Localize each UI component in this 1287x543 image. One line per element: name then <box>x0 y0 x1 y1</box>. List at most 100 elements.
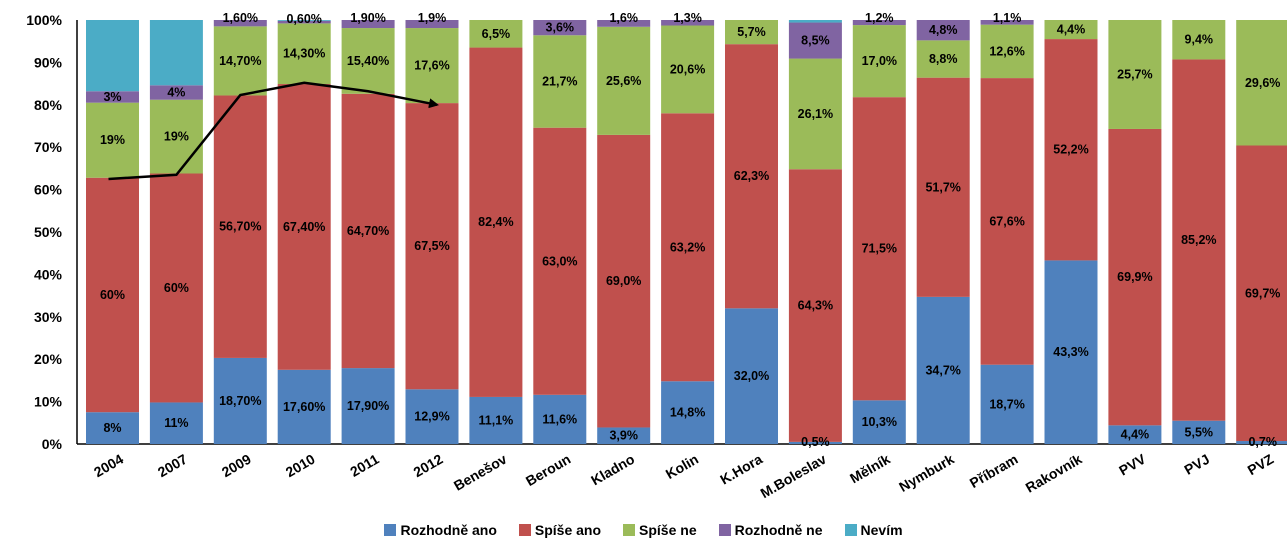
x-tick-label: K.Hora <box>717 451 765 488</box>
legend-item: Rozhodně ne <box>718 522 823 538</box>
bar-segment <box>725 308 778 444</box>
bar-segment <box>661 25 715 114</box>
segment-label: 0,60% <box>286 12 321 26</box>
x-tick-label: Benešov <box>451 451 510 494</box>
segment-label: 5,5% <box>1185 425 1214 439</box>
bar-segment <box>277 20 331 24</box>
x-tick-label: PVZ <box>1245 451 1277 479</box>
segment-label: 1,1% <box>993 11 1022 25</box>
y-tick-label: 30% <box>34 309 63 325</box>
bar-segment <box>1172 420 1226 444</box>
bar-segment <box>213 357 267 444</box>
bar-segment <box>725 44 778 309</box>
segment-label: 1,90% <box>350 11 385 25</box>
legend-item: Nevím <box>844 522 903 538</box>
legend-swatch <box>718 524 731 536</box>
legend-item: Spíše ano <box>518 522 602 538</box>
bar-segment <box>725 20 778 45</box>
y-tick-label: 0% <box>42 436 63 452</box>
bar-segment <box>277 84 331 370</box>
segment-label: 82,4% <box>478 215 513 229</box>
segment-label: 67,40% <box>283 220 325 234</box>
bar-segment <box>980 364 1034 444</box>
x-tick-label: Příbram <box>967 451 1021 491</box>
segment-label: 4% <box>167 86 185 100</box>
bar-segment <box>597 427 651 444</box>
segment-label: 11,6% <box>542 412 577 426</box>
bar-segment <box>469 20 523 48</box>
segment-label: 14,70% <box>219 54 261 68</box>
y-tick-label: 90% <box>34 54 63 70</box>
bar-segment <box>852 97 906 401</box>
legend-item: Rozhodně ano <box>384 522 497 538</box>
bar-segment <box>597 26 651 135</box>
segment-label: 18,70% <box>219 394 261 408</box>
bar-segment <box>1172 20 1226 60</box>
segment-label: 1,6% <box>609 11 638 25</box>
legend-label: Spíše ano <box>534 522 602 538</box>
segment-label: 3,6% <box>546 21 575 35</box>
segment-label: 60% <box>164 281 189 295</box>
bar-segment <box>533 20 587 36</box>
segment-label: 21,7% <box>542 74 577 88</box>
legend-swatch <box>384 524 397 536</box>
segment-label: 25,7% <box>1117 67 1152 81</box>
segment-label: 56,70% <box>219 220 261 234</box>
bar-segment <box>916 40 970 78</box>
bar-segment <box>213 95 267 358</box>
y-tick-label: 80% <box>34 97 63 113</box>
segment-label: 10,3% <box>862 415 897 429</box>
bar-segment <box>405 28 459 104</box>
segment-label: 34,7% <box>925 363 960 377</box>
segment-label: 8% <box>103 421 121 435</box>
bar-segment <box>1108 20 1162 129</box>
segment-label: 25,6% <box>606 74 641 88</box>
segment-label: 17,90% <box>347 399 389 413</box>
segment-label: 63,0% <box>542 254 577 268</box>
bar-segment <box>405 389 459 444</box>
trend-arrow <box>108 81 439 181</box>
bar-segment <box>86 177 139 413</box>
segment-label: 1,2% <box>865 11 894 25</box>
segment-label: 3% <box>103 90 121 104</box>
legend-item: Spíše ne <box>623 522 697 538</box>
segment-label: 17,6% <box>414 59 449 73</box>
x-tick-label: PVV <box>1116 450 1149 478</box>
bar-segment <box>149 85 203 100</box>
segment-label: 14,30% <box>283 47 325 61</box>
segment-label: 4,4% <box>1057 23 1086 37</box>
bar-segment <box>277 20 331 21</box>
bar-segment <box>788 20 842 23</box>
stacked-bar-chart: 0% 10% 20% 30% 40% 50% 60% 70% 80% 90% 100% 8% 60% 1… <box>26 11 1287 501</box>
y-tick-label: 50% <box>34 224 63 240</box>
x-tick-label: 2010 <box>283 451 318 481</box>
y-tick-label: 100% <box>26 12 62 28</box>
bar-segment <box>597 134 651 428</box>
x-tick-label: Kolin <box>663 451 701 482</box>
x-tick-label: 2004 <box>91 451 126 481</box>
segment-label: 14,8% <box>670 406 705 420</box>
bar-segment <box>916 296 970 444</box>
bar-segment <box>1236 441 1287 444</box>
legend-label: Spíše ne <box>639 522 697 538</box>
bar-segment <box>852 20 906 26</box>
segment-label: 51,7% <box>925 180 960 194</box>
bar-segment <box>277 369 331 444</box>
segment-label: 19% <box>164 130 189 144</box>
bar-segment <box>852 400 906 444</box>
x-tick-label: Nymburk <box>896 451 957 495</box>
bar-segment <box>788 169 842 442</box>
segment-label: 32,0% <box>734 369 769 383</box>
segment-label: 52,2% <box>1053 143 1088 157</box>
bar-segment <box>533 35 587 128</box>
bar-segment <box>916 77 970 297</box>
bar-segment <box>405 103 459 390</box>
segment-label: 1,3% <box>673 11 702 25</box>
segment-label: 17,60% <box>283 400 325 414</box>
bar-segment <box>1236 20 1287 146</box>
segment-label: 12,9% <box>414 410 449 424</box>
bar-segment <box>661 381 715 444</box>
bar-segment <box>788 58 842 170</box>
x-tick-label: 2007 <box>155 451 190 481</box>
x-tick-label: Rakovník <box>1023 451 1085 496</box>
